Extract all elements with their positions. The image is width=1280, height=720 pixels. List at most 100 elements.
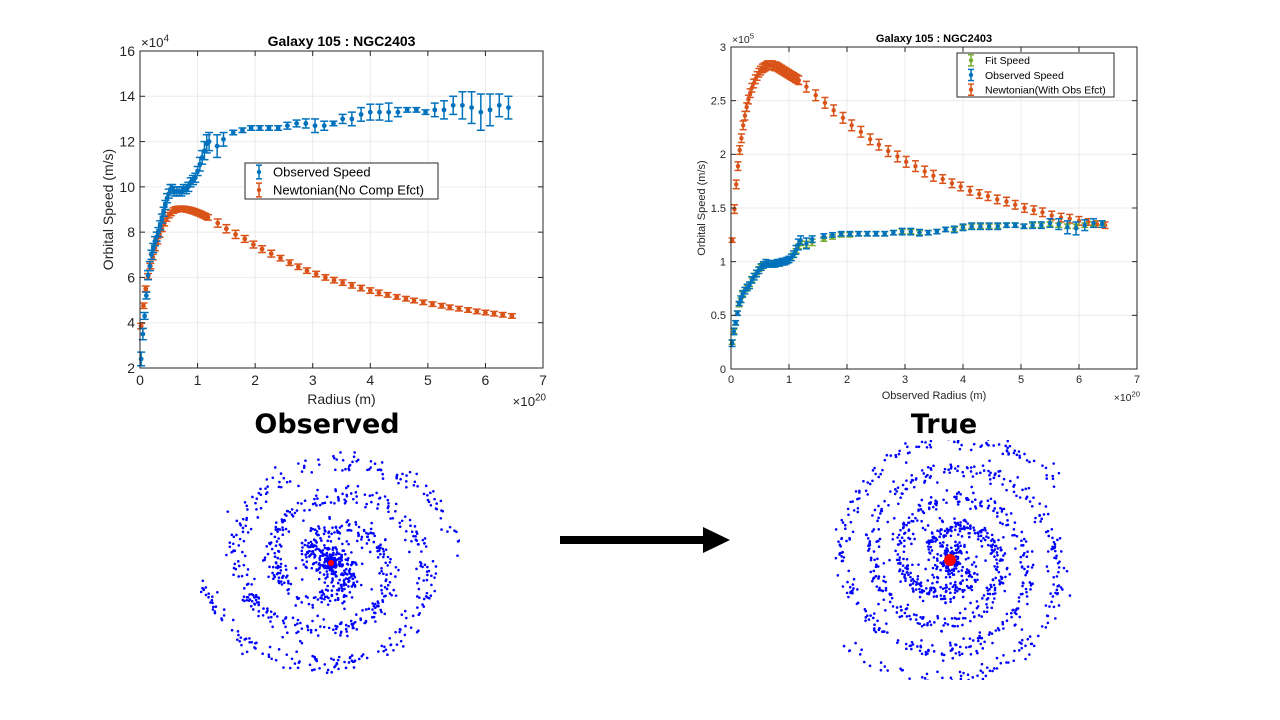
star-point bbox=[334, 627, 338, 631]
data-point bbox=[839, 231, 844, 236]
x-tick-label: 0 bbox=[728, 374, 734, 386]
x-tick-label: 2 bbox=[251, 372, 259, 388]
star-point bbox=[980, 636, 984, 640]
data-point bbox=[205, 215, 211, 220]
star-point bbox=[957, 560, 960, 564]
star-point bbox=[929, 545, 933, 549]
data-point bbox=[733, 320, 738, 326]
star-point bbox=[319, 554, 322, 558]
star-point bbox=[938, 535, 941, 539]
star-point bbox=[320, 539, 323, 542]
data-point bbox=[995, 197, 1000, 202]
star-point bbox=[269, 610, 273, 614]
star-point bbox=[903, 573, 907, 577]
star-point bbox=[929, 623, 933, 627]
star-point bbox=[276, 530, 279, 533]
y-tick-label: 2 bbox=[720, 149, 726, 161]
star-point bbox=[1014, 547, 1017, 550]
star-point bbox=[1021, 488, 1024, 492]
star-point bbox=[1033, 520, 1037, 524]
star-point bbox=[230, 533, 234, 537]
star-point bbox=[357, 534, 360, 538]
star-point bbox=[1019, 555, 1023, 559]
star-point bbox=[1012, 608, 1015, 612]
star-point bbox=[372, 611, 376, 614]
star-point bbox=[972, 528, 976, 532]
star-point bbox=[1016, 476, 1020, 479]
star-point bbox=[425, 591, 429, 595]
star-point bbox=[253, 596, 256, 599]
star-point bbox=[1045, 473, 1048, 477]
star-point bbox=[954, 583, 957, 587]
star-point bbox=[980, 504, 983, 508]
star-point bbox=[950, 550, 954, 553]
star-point bbox=[947, 468, 950, 472]
star-point bbox=[990, 632, 994, 635]
star-point bbox=[374, 620, 377, 623]
star-point bbox=[992, 509, 995, 513]
star-point bbox=[359, 583, 363, 587]
star-point bbox=[360, 562, 364, 566]
star-point bbox=[1008, 572, 1012, 576]
star-point bbox=[990, 606, 994, 610]
star-point bbox=[909, 617, 912, 621]
star-point bbox=[322, 532, 326, 536]
star-point bbox=[1005, 449, 1009, 453]
star-point bbox=[975, 555, 978, 558]
star-point bbox=[838, 553, 841, 556]
star-point bbox=[911, 643, 915, 646]
star-point bbox=[887, 503, 890, 507]
star-point bbox=[1030, 550, 1034, 553]
star-point bbox=[943, 529, 947, 533]
data-point bbox=[496, 102, 502, 108]
star-point bbox=[927, 548, 931, 551]
star-point bbox=[302, 464, 306, 468]
star-point bbox=[323, 526, 326, 529]
data-point bbox=[917, 230, 922, 235]
star-point bbox=[1051, 595, 1055, 598]
star-point bbox=[1044, 604, 1048, 607]
star-point bbox=[1053, 542, 1057, 546]
data-point bbox=[509, 313, 515, 319]
star-point bbox=[873, 508, 877, 512]
star-point bbox=[391, 516, 395, 520]
star-point bbox=[1023, 567, 1026, 571]
star-point bbox=[433, 589, 437, 593]
star-point bbox=[320, 597, 324, 600]
star-point bbox=[928, 589, 932, 592]
star-point bbox=[936, 616, 940, 620]
star-point bbox=[876, 557, 879, 561]
data-point bbox=[321, 123, 327, 129]
star-point bbox=[1011, 533, 1014, 537]
legend-entry: Observed Speed bbox=[985, 70, 1064, 82]
data-point bbox=[1091, 220, 1096, 226]
star-point bbox=[277, 537, 280, 540]
star-point bbox=[257, 601, 261, 604]
star-point bbox=[896, 536, 899, 539]
star-point bbox=[1037, 634, 1040, 638]
star-point bbox=[1000, 559, 1003, 562]
star-point bbox=[309, 529, 312, 533]
star-point bbox=[346, 556, 350, 560]
star-point bbox=[1004, 575, 1007, 579]
star-point bbox=[953, 588, 957, 592]
star-point bbox=[277, 576, 281, 579]
star-point bbox=[389, 557, 392, 561]
star-point bbox=[354, 561, 357, 565]
star-point bbox=[1046, 621, 1050, 625]
star-point bbox=[360, 654, 364, 658]
star-point bbox=[326, 575, 329, 579]
data-point bbox=[1056, 221, 1061, 227]
star-point bbox=[298, 660, 301, 663]
star-point bbox=[969, 524, 972, 527]
star-point bbox=[851, 500, 855, 503]
star-point bbox=[996, 626, 1000, 630]
star-point bbox=[928, 443, 932, 447]
star-point bbox=[916, 621, 920, 625]
star-point bbox=[1040, 625, 1044, 628]
star-point bbox=[222, 608, 226, 611]
data-point bbox=[487, 107, 493, 113]
star-point bbox=[311, 502, 315, 506]
star-point bbox=[325, 551, 329, 555]
